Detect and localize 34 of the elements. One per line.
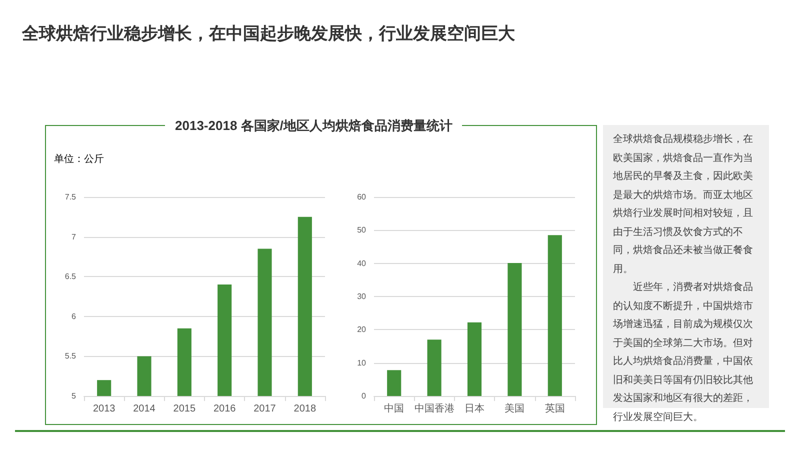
x-tick-label: 中国	[384, 402, 404, 414]
y-tick-label: 20	[357, 325, 367, 334]
x-tick-label: 中国香港	[414, 402, 454, 414]
y-tick-label: 40	[357, 258, 367, 268]
x-tick-label: 2018	[294, 404, 316, 414]
bar	[427, 340, 442, 396]
text: 全球烘焙食品规模稳步增长，在欧美国家，烘焙食品一直作为当地居民的早餐及主食，因此欧美是最大的烘焙市场。而亚太地区烘焙行业发展时间相对较短，且由于生活习惯及饮食方式的不同，烘焙食品还未被当做正餐食用。	[613, 132, 754, 276]
x-tick-label: 2016	[213, 404, 236, 414]
y-tick-label: 7.5	[64, 192, 77, 202]
y-tick-label: 6.5	[64, 272, 77, 282]
bar	[508, 263, 522, 396]
bar	[387, 370, 402, 396]
x-tick-label: 美国	[504, 402, 525, 414]
y-tick-label: 50	[357, 226, 367, 235]
y-tick-label: 5	[72, 392, 77, 400]
y-tick-label: 60	[357, 192, 367, 202]
y-tick-label: 7	[72, 232, 77, 242]
x-tick-label: 英国	[544, 402, 565, 414]
y-tick-label: 0	[362, 392, 367, 400]
chart-subtitle: 2013-2018 各国家/地区人均烘焙食品消费量统计	[165, 117, 462, 135]
x-tick-label: 日本	[464, 402, 484, 414]
y-tick-label: 30	[357, 292, 367, 301]
bar	[548, 235, 562, 396]
y-tick-label: 10	[357, 358, 367, 368]
x-tick-label: 2014	[133, 404, 156, 414]
y-tick-label: 6	[72, 312, 77, 321]
x-tick-label: 2017	[254, 404, 276, 414]
bar	[467, 322, 482, 396]
y-axis-title: 单位：公斤	[54, 152, 104, 166]
x-tick-label: 2015	[173, 404, 196, 414]
y-tick-label: 5.5	[64, 352, 77, 361]
text: 近些年，消费者对烘焙食品的认知度不断提升，中国烘焙市场增速迅猛，目前成为规模仅次于美国的全球第二大市场。但对比人均烘焙食品消费量，中国依旧和美美日等国有仍旧较比其他发达国家和地区有很大的差距，行业发展空间巨大。	[613, 280, 754, 424]
chart-title: 全球烘焙行业稳步增长，在中国起步晚发展快，行业发展空间巨大	[22, 23, 515, 45]
x-tick-label: 2013	[92, 404, 116, 414]
